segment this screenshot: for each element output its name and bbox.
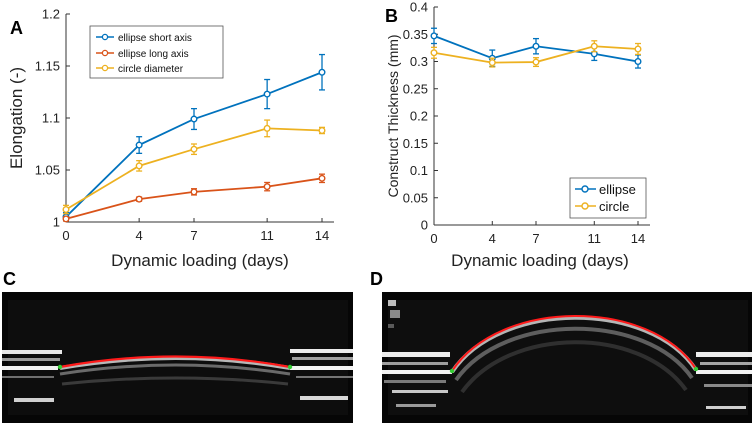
series-line-ellipse-long-axis bbox=[65, 177, 323, 220]
data-point bbox=[430, 49, 438, 57]
x-tick-label: 0 bbox=[430, 231, 437, 246]
data-point bbox=[318, 126, 326, 134]
legend-label-circle: circle bbox=[599, 199, 629, 214]
series-circle bbox=[430, 40, 642, 68]
endpoint-marker-right-c bbox=[287, 364, 293, 370]
x-tick-label: 7 bbox=[190, 228, 197, 243]
ultrasound-image-d bbox=[382, 292, 752, 423]
data-point bbox=[135, 162, 143, 170]
y-tick-label: 0.15 bbox=[403, 136, 428, 151]
legend-label-circle-diameter: circle diameter bbox=[118, 64, 184, 75]
x-axis-label-a: Dynamic loading (days) bbox=[111, 251, 289, 270]
data-point bbox=[532, 42, 540, 50]
series-line-circle-diameter bbox=[65, 127, 323, 211]
legend-entry-circle: circle bbox=[575, 199, 629, 214]
data-point bbox=[532, 58, 540, 66]
y-tick-label: 0.25 bbox=[403, 81, 428, 96]
data-point bbox=[318, 174, 326, 182]
y-axis-label-b: Construct Thickness (mm) bbox=[385, 34, 401, 197]
series-ellipse-short-axis bbox=[62, 53, 326, 222]
endpoint-marker-left-d bbox=[449, 368, 455, 374]
data-point bbox=[62, 206, 70, 214]
y-tick-label: 0.4 bbox=[410, 0, 428, 15]
y-tick-label: 0.2 bbox=[410, 109, 428, 124]
x-axis-label-b: Dynamic loading (days) bbox=[451, 251, 629, 270]
x-ticks-b: 0 4 7 11 14 bbox=[430, 221, 645, 246]
y-tick-label: 0.3 bbox=[410, 54, 428, 69]
y-tick-label: 0.35 bbox=[403, 27, 428, 42]
y-axis-label-a: Elongation (-) bbox=[7, 67, 26, 169]
data-point bbox=[430, 32, 438, 40]
legend-b: ellipse circle bbox=[569, 177, 647, 219]
series-circle-diameter bbox=[62, 119, 326, 215]
y-tick-label: 1 bbox=[53, 215, 60, 230]
ultrasound-image-c bbox=[2, 292, 353, 423]
y-tick-label: 0 bbox=[421, 218, 428, 233]
endpoint-marker-left-c bbox=[57, 364, 63, 370]
data-point bbox=[590, 42, 598, 50]
x-tick-label: 11 bbox=[260, 228, 274, 243]
data-point bbox=[488, 59, 496, 67]
data-point bbox=[263, 90, 271, 98]
series-group-b bbox=[430, 27, 642, 69]
series-group-a bbox=[62, 53, 326, 223]
legend-entry-circle-diameter: circle diameter bbox=[96, 64, 184, 75]
y-tick-label: 0.1 bbox=[410, 163, 428, 178]
data-point bbox=[190, 188, 198, 196]
y-tick-label: 1.15 bbox=[35, 59, 60, 74]
data-point bbox=[135, 195, 143, 203]
data-point bbox=[263, 183, 271, 191]
panel-label-b: B bbox=[385, 6, 398, 26]
panel-label-d: D bbox=[370, 269, 383, 289]
data-point bbox=[634, 45, 642, 53]
legend-a: ellipse short axis ellipse long axis cir… bbox=[89, 25, 224, 79]
data-point bbox=[135, 141, 143, 149]
fitted-curve-c bbox=[59, 355, 291, 369]
y-ticks-b: 0 0.05 0.1 0.15 0.2 0.25 0.3 0.35 0.4 bbox=[403, 0, 438, 233]
legend-entry-ellipse: ellipse bbox=[575, 182, 636, 197]
x-tick-label: 0 bbox=[62, 228, 69, 243]
endpoint-marker-right-d bbox=[693, 366, 699, 372]
x-tick-label: 7 bbox=[532, 231, 539, 246]
data-point bbox=[62, 215, 70, 223]
legend-label-short-axis: ellipse short axis bbox=[118, 33, 192, 44]
series-ellipse-long-axis bbox=[62, 173, 326, 223]
data-point bbox=[190, 115, 198, 123]
chart-a-elongation: 1 1.05 1.1 1.15 1.2 0 4 7 11 14 Dynamic loading … bbox=[7, 7, 334, 270]
legend-label-ellipse: ellipse bbox=[599, 182, 636, 197]
y-tick-label: 1.1 bbox=[42, 111, 60, 126]
panel-label-c: C bbox=[3, 269, 16, 289]
panel-label-a: A bbox=[10, 18, 23, 38]
legend-entry-short-axis: ellipse short axis bbox=[96, 33, 192, 44]
chart-b-thickness: 0 0.05 0.1 0.15 0.2 0.25 0.3 0.35 0.4 0 4 7 11 14 Dy… bbox=[385, 0, 650, 270]
x-tick-label: 14 bbox=[631, 231, 645, 246]
data-point bbox=[190, 145, 198, 153]
x-tick-label: 11 bbox=[588, 231, 602, 246]
data-point bbox=[263, 124, 271, 132]
y-ticks-a: 1 1.05 1.1 1.15 1.2 bbox=[35, 7, 70, 230]
data-point bbox=[634, 58, 642, 66]
x-ticks-a: 0 4 7 11 14 bbox=[62, 218, 329, 243]
x-tick-label: 14 bbox=[315, 228, 329, 243]
legend-label-long-axis: ellipse long axis bbox=[118, 49, 189, 60]
y-tick-label: 1.2 bbox=[42, 7, 60, 22]
y-tick-label: 1.05 bbox=[35, 163, 60, 178]
y-tick-label: 0.05 bbox=[403, 190, 428, 205]
fitted-curve-d bbox=[451, 315, 697, 372]
x-tick-label: 4 bbox=[489, 231, 496, 246]
x-tick-label: 4 bbox=[136, 228, 143, 243]
legend-entry-long-axis: ellipse long axis bbox=[96, 49, 189, 60]
data-point bbox=[318, 68, 326, 76]
